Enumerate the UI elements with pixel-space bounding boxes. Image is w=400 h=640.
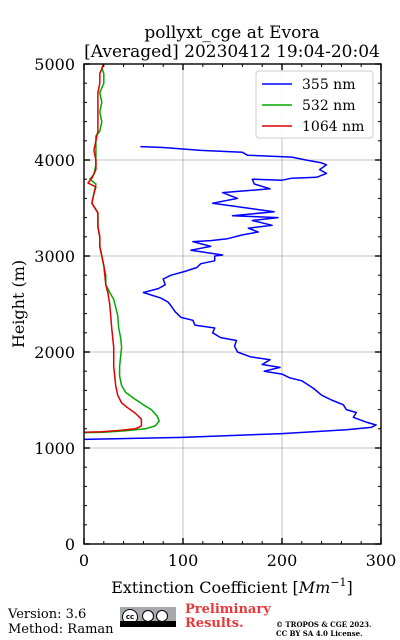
x-tick-label: 200 [267,551,298,570]
chart-subtitle: [Averaged] 20230412 19:04-20:04 [84,42,380,62]
legend-label-3: 1064 nm [302,119,364,135]
series-line-3 [83,63,143,433]
legend-label-2: 532 nm [302,98,355,114]
method-text: Method: Raman [8,622,114,637]
x-tick-label: 300 [366,551,397,570]
x-tick-label: 100 [168,551,199,570]
copyright-line-1: © TROPOS & CGE 2023. [276,620,372,629]
copyright-notice: © TROPOS & CGE 2023. CC BY SA 4.0 Licens… [276,620,371,638]
y-tick-label: 0 [65,535,75,554]
legend: 355 nm 532 nm 1064 nm [255,70,374,139]
plot-frame [83,63,382,545]
x-axis-label-close: ] [347,578,353,597]
x-axis-label: Extinction Coefficient [Mm−1] [111,576,353,597]
series-line-2 [83,63,160,434]
y-axis-label: Height (m) [9,260,28,348]
series-line-1 [83,145,377,441]
chart-title: pollyxt_cge at Evora [144,23,319,43]
legend-box [255,70,374,139]
series-lines [83,63,377,441]
y-tick-label: 4000 [34,151,75,170]
version-text: Version: 3.6 [8,607,87,622]
copyright-line-2: CC BY SA 4.0 License. [276,629,363,638]
y-tick-label: 2000 [34,343,75,362]
x-axis-label-text: Extinction Coefficient [ [111,578,299,597]
preliminary-line-1: Preliminary [185,602,271,617]
y-tick-label: 3000 [34,247,75,266]
x-axis-label-unit: Mm [298,578,331,597]
x-tick-label: 0 [79,551,89,570]
cc-badge-band [120,621,176,627]
preliminary-line-2: Results. [185,616,244,631]
y-tick-label: 5000 [34,55,75,74]
x-axis-label-exponent: −1 [330,576,346,589]
y-tick-label: 1000 [34,439,75,458]
legend-label-1: 355 nm [302,77,355,93]
cc-license-badge: cc [120,607,176,627]
preliminary-notice: Preliminary Results. [185,603,271,631]
